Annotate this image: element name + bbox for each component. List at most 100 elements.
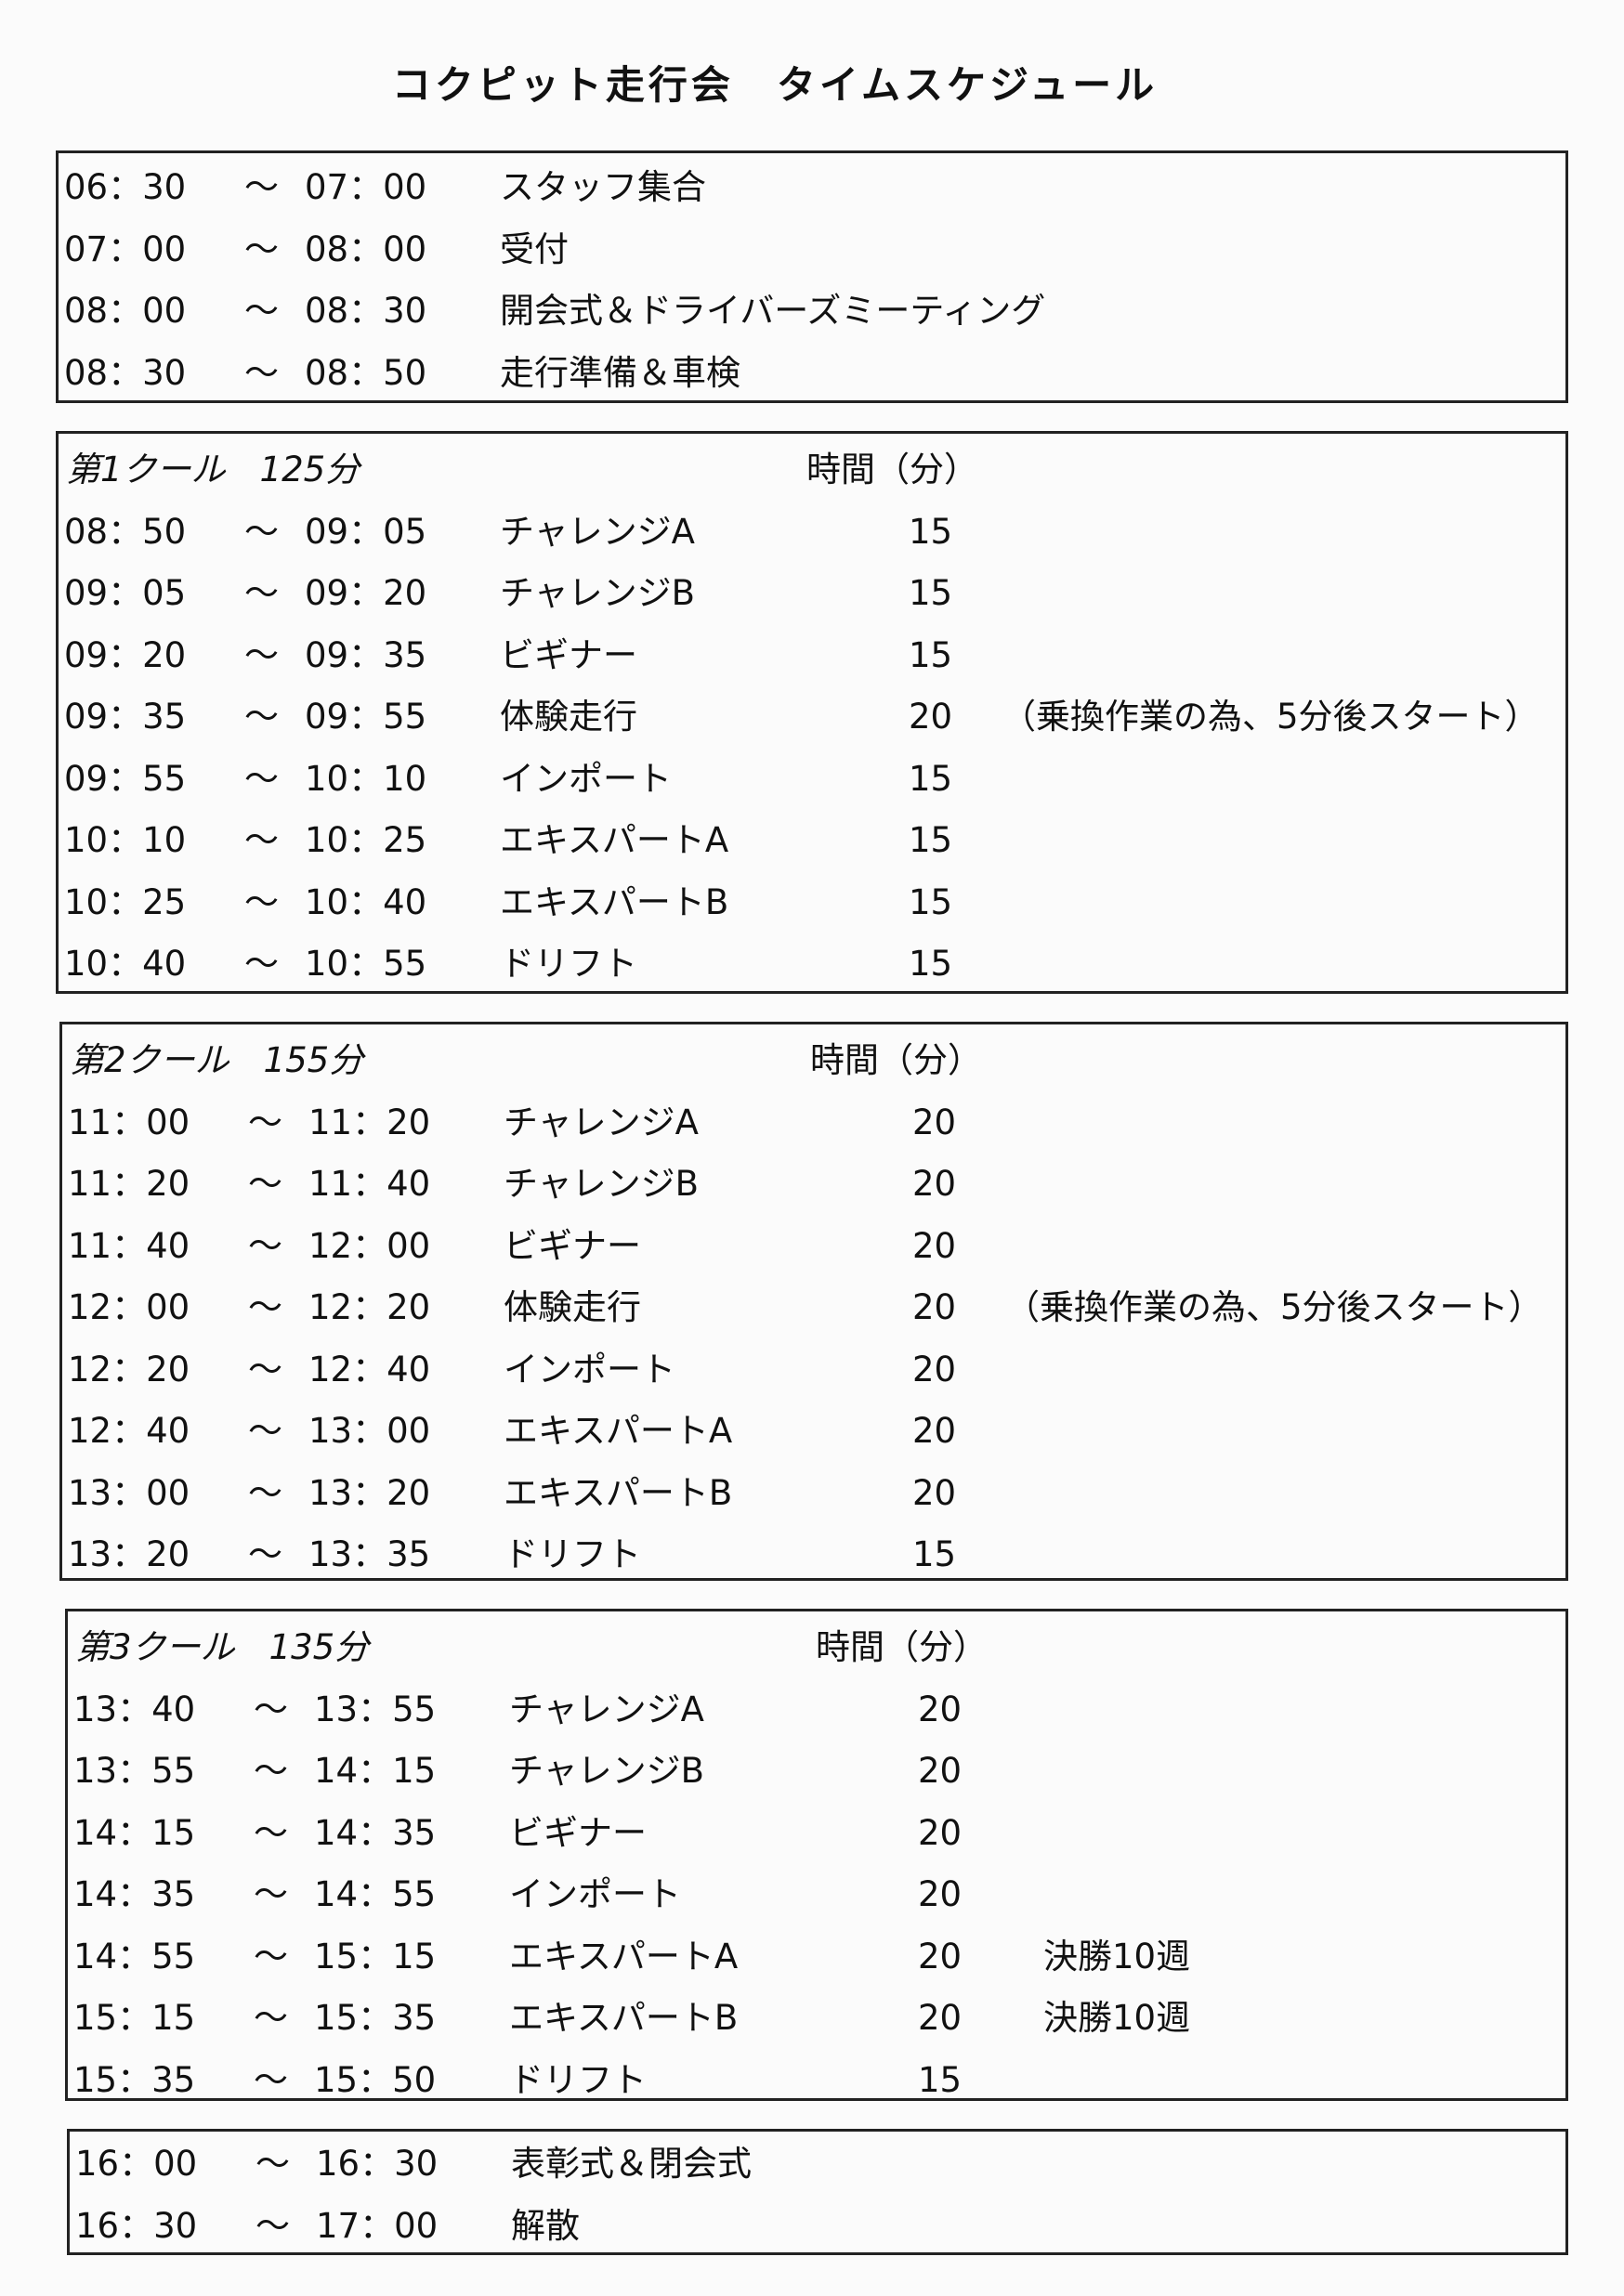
end-time: 13：00 [308, 1411, 431, 1451]
range-separator: 〜 [248, 1349, 282, 1389]
start-time: 14：55 [73, 1936, 196, 1976]
range-separator: 〜 [248, 1287, 282, 1327]
range-separator: 〜 [254, 1874, 288, 1914]
schedule-block-4: 16：00 〜 16：30 表彰式＆閉会式 16：30 〜 17：00 解散 [67, 2129, 1568, 2255]
event-label: エキスパートB [509, 1998, 739, 2038]
session-block-2: 第2クール 155分 時間（分） 11：00 〜 11：20 チャレンジA 20 11：20 〜… [59, 1022, 1568, 1581]
end-time: 12：40 [308, 1349, 431, 1389]
duration-minutes: 15 [918, 2059, 963, 2100]
event-label: ビギナー [509, 1812, 647, 1853]
event-label: 体験走行 [500, 697, 637, 737]
start-time: 09：35 [64, 697, 187, 737]
event-label: エキスパートB [504, 1472, 733, 1513]
start-time: 12：00 [68, 1287, 190, 1327]
duration-minutes: 15 [909, 944, 953, 984]
event-label: チャレンジA [500, 511, 695, 552]
start-time: 10：10 [64, 820, 187, 860]
duration-minutes: 15 [909, 573, 953, 613]
range-separator: 〜 [244, 573, 279, 613]
event-label: エキスパートB [500, 881, 729, 922]
range-separator: 〜 [244, 511, 279, 552]
end-time: 12：00 [308, 1225, 431, 1266]
range-separator: 〜 [244, 820, 279, 860]
row-note: 決勝10週 [1043, 1936, 1191, 1976]
event-label: チャレンジA [509, 1689, 704, 1729]
title-text: コクピット走行会 タイムスケジュール [391, 62, 1159, 108]
range-separator: 〜 [255, 2205, 290, 2246]
start-time: 10：40 [64, 944, 187, 984]
end-time: 08：30 [305, 291, 427, 331]
session-block-3: 第3クール 135分 時間（分） 13：40 〜 13：55 チャレンジA 20 13：55 〜… [65, 1609, 1568, 2101]
start-time: 11：40 [68, 1225, 190, 1266]
duration-minutes: 15 [909, 511, 953, 552]
range-separator: 〜 [244, 291, 279, 331]
minutes-column-header: 時間（分） [810, 1040, 982, 1080]
end-time: 09：05 [305, 511, 427, 552]
end-time: 15：35 [314, 1998, 437, 2038]
range-separator: 〜 [254, 1998, 288, 2038]
duration-minutes: 20 [912, 1287, 957, 1327]
session-block-1: 第1クール 125分 時間（分） 08：50 〜 09：05 チャレンジA 15 09：05 〜… [56, 431, 1568, 994]
duration-minutes: 20 [912, 1164, 957, 1204]
range-separator: 〜 [254, 1689, 288, 1729]
duration-minutes: 15 [909, 758, 953, 799]
end-time: 13：20 [308, 1472, 431, 1513]
minutes-column-header: 時間（分） [816, 1627, 988, 1667]
duration-minutes: 20 [912, 1102, 957, 1142]
end-time: 14：15 [314, 1751, 437, 1791]
range-separator: 〜 [244, 758, 279, 799]
end-time: 11：40 [308, 1164, 431, 1204]
event-label: ドリフト [500, 944, 637, 984]
duration-minutes: 15 [909, 634, 953, 675]
end-time: 09：55 [305, 697, 427, 737]
row-note: 決勝10週 [1043, 1998, 1191, 2038]
range-separator: 〜 [244, 944, 279, 984]
event-label: ドリフト [504, 1534, 641, 1574]
end-time: 11：20 [308, 1102, 431, 1142]
start-time: 08：00 [64, 291, 187, 331]
duration-minutes: 20 [912, 1472, 957, 1513]
start-time: 15：15 [73, 1998, 196, 2038]
duration-minutes: 15 [909, 820, 953, 860]
duration-minutes: 20 [918, 1751, 963, 1791]
start-time: 10：25 [64, 881, 187, 922]
start-time: 12：20 [68, 1349, 190, 1389]
end-time: 09：20 [305, 573, 427, 613]
duration-minutes: 20 [918, 1936, 963, 1976]
end-time: 10：25 [305, 820, 427, 860]
start-time: 06：30 [64, 167, 187, 207]
event-label: ドリフト [509, 2059, 647, 2100]
minutes-column-header: 時間（分） [806, 450, 978, 489]
end-time: 09：35 [305, 634, 427, 675]
end-time: 15：50 [314, 2059, 437, 2100]
row-note: （乗換作業の為、5分後スタート） [1005, 1287, 1543, 1327]
duration-minutes: 20 [918, 1998, 963, 2038]
start-time: 09：05 [64, 573, 187, 613]
section-title: 第1クール 125分 [66, 450, 360, 489]
range-separator: 〜 [254, 1751, 288, 1791]
end-time: 08：50 [305, 352, 427, 393]
start-time: 12：40 [68, 1411, 190, 1451]
start-time: 08：30 [64, 352, 187, 393]
range-separator: 〜 [254, 1936, 288, 1976]
range-separator: 〜 [244, 228, 279, 269]
event-label: スタッフ集合 [500, 167, 706, 207]
start-time: 08：50 [64, 511, 187, 552]
event-label: ビギナー [504, 1225, 641, 1266]
range-separator: 〜 [248, 1411, 282, 1451]
event-label: 体験走行 [504, 1287, 641, 1327]
end-time: 14：35 [314, 1812, 437, 1853]
start-time: 11：00 [68, 1102, 190, 1142]
range-separator: 〜 [248, 1472, 282, 1513]
event-label: ビギナー [500, 634, 637, 675]
range-separator: 〜 [244, 167, 279, 207]
duration-minutes: 20 [918, 1874, 963, 1914]
end-time: 12：20 [308, 1287, 431, 1327]
range-separator: 〜 [248, 1164, 282, 1204]
event-label: チャレンジB [500, 573, 696, 613]
end-time: 08：00 [305, 228, 427, 269]
event-label: 開会式＆ドライバーズミーティング [500, 291, 1046, 331]
duration-minutes: 20 [918, 1812, 963, 1853]
end-time: 13：35 [308, 1534, 431, 1574]
duration-minutes: 20 [912, 1411, 957, 1451]
